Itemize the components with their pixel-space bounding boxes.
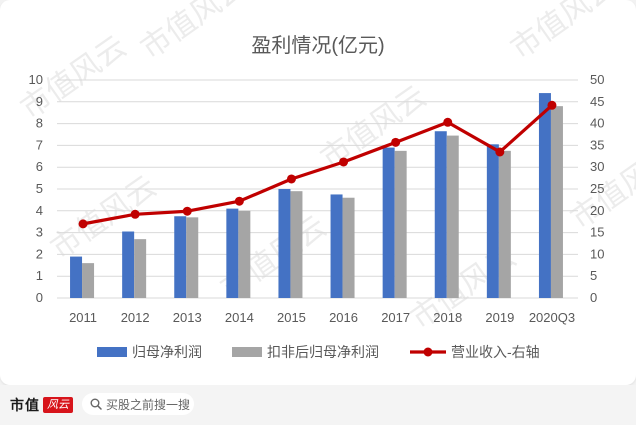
right-tick-label: 5 [590,268,597,283]
legend: 归母净利润 扣非后归母净利润 营业收入-右轴 [97,344,540,360]
bar-deducted-net-profit [498,150,511,298]
revenue-line [78,100,557,229]
x-tick-label: 2013 [173,310,202,325]
bars [70,93,563,298]
left-tick-label: 6 [36,159,43,174]
left-tick-label: 4 [36,203,43,218]
right-y-axis: 0 5 10 15 20 25 30 35 40 45 50 [590,72,604,305]
bar-deducted-net-profit [186,217,199,298]
x-tick-label: 2012 [121,310,150,325]
x-tick-label: 2015 [277,310,306,325]
legend-swatch-net-profit [97,347,127,357]
revenue-point [391,137,401,147]
revenue-point [286,174,296,184]
revenue-point [234,196,244,206]
revenue-point [339,157,349,167]
right-tick-label: 30 [590,159,604,174]
x-axis: 2011 2012 2013 2014 2015 2016 2017 2018 2019 2020… [69,310,575,325]
footer-bar: 市值 风云 买股之前搜一搜 [0,385,636,425]
bar-net-profit [70,256,83,298]
right-tick-label: 0 [590,290,597,305]
right-tick-label: 50 [590,72,604,87]
search-icon [90,398,102,410]
watermark-text: 市值风云 [135,0,252,66]
legend-swatch-deducted-net-profit [232,347,262,357]
search-box[interactable]: 买股之前搜一搜 [82,393,194,415]
left-y-axis: 0 1 2 3 4 5 6 7 8 9 10 [29,72,43,305]
left-tick-label: 8 [36,116,43,131]
logo-badge: 风云 [43,397,73,413]
bar-deducted-net-profit [238,210,251,298]
brand-logo[interactable]: 市值 风云 [10,395,73,415]
search-placeholder: 买股之前搜一搜 [106,397,191,412]
legend-marker-revenue [423,347,433,357]
bar-net-profit [278,189,291,298]
revenue-line-path [82,104,554,226]
right-tick-label: 40 [590,116,604,131]
revenue-point [547,100,557,110]
bar-net-profit [486,144,499,298]
bar-deducted-net-profit [82,263,95,298]
left-tick-label: 3 [36,225,43,240]
x-tick-label: 2019 [485,310,514,325]
right-tick-label: 35 [590,137,604,152]
left-tick-label: 10 [29,72,43,87]
left-tick-label: 7 [36,137,43,152]
x-tick-label: 2011 [69,310,97,325]
x-tick-label: 2017 [381,310,410,325]
chart-card: 市值风云 市值风云 市值风云 市值风云 市值风云 市值风云 市值风云 市值风云 盈利情况(亿元… [0,0,636,385]
revenue-point [495,147,505,157]
x-tick-label: 2016 [329,310,358,325]
left-tick-label: 1 [36,268,43,283]
bar-net-profit [434,131,447,298]
logo-text: 市值 [10,398,40,414]
revenue-point [443,117,453,127]
bar-deducted-net-profit [342,197,355,298]
bar-net-profit [226,208,239,298]
left-tick-label: 5 [36,181,43,196]
bar-net-profit [382,147,395,298]
right-tick-label: 25 [590,181,604,196]
bar-net-profit [174,216,187,298]
bar-deducted-net-profit [446,135,459,298]
revenue-point [78,219,88,229]
revenue-point [182,206,192,216]
legend-label-revenue: 营业收入-右轴 [451,344,540,360]
right-tick-label: 45 [590,94,604,109]
watermark-text: 市值风云 [505,0,622,66]
right-tick-label: 10 [590,246,604,261]
bar-net-profit [330,194,343,298]
bar-deducted-net-profit [134,239,147,298]
bar-deducted-net-profit [290,191,303,298]
bar-deducted-net-profit [394,150,407,298]
x-tick-label: 2018 [433,310,462,325]
legend-label-deducted-net-profit: 扣非后归母净利润 [267,344,379,360]
left-tick-label: 2 [36,246,43,261]
revenue-point [130,209,140,219]
right-tick-label: 20 [590,203,604,218]
bar-deducted-net-profit [550,106,563,298]
left-tick-label: 0 [36,290,43,305]
watermark-text: 市值风云 [315,80,432,176]
chart-title: 盈利情况(亿元) [251,34,384,57]
left-tick-label: 9 [36,94,43,109]
bar-net-profit [122,231,135,298]
x-tick-label: 2014 [225,310,254,325]
x-tick-label: 2020Q3 [529,310,575,325]
legend-label-net-profit: 归母净利润 [132,344,202,360]
right-tick-label: 15 [590,225,604,240]
bar-net-profit [538,93,551,298]
